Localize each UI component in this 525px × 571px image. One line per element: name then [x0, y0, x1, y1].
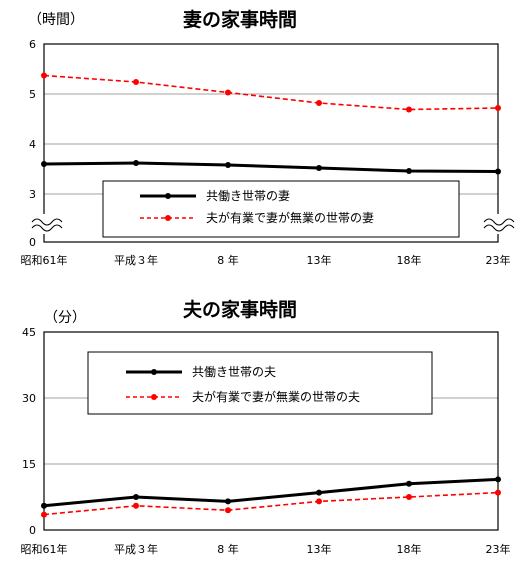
chart1-plot-area [43, 43, 499, 243]
axis-break-mark [30, 214, 63, 234]
chart1-point [316, 100, 322, 106]
chart1-title: 妻の家事時間 [183, 8, 297, 31]
chart1-x-ticks: 昭和61年 平成３年 8 年 13年 18年 23年 [21, 253, 511, 267]
chart1-axis-breaks [30, 214, 515, 234]
chart1-point [133, 160, 139, 166]
chart2-series [41, 476, 501, 518]
chart2-legend-marker-2 [151, 394, 157, 400]
chart1-series [41, 72, 501, 175]
chart1-point [225, 162, 231, 168]
chart1-legend-label-2: 夫が有業で妻が無業の世帯の妻 [206, 210, 374, 225]
chart1-unit-label: （時間） [28, 12, 84, 28]
chart2-point [406, 494, 412, 500]
chart2-x-tick-label: 13年 [307, 542, 332, 556]
chart2-y-tick-label: 0 [29, 524, 36, 537]
chart2-legend: 共働き世帯の夫 夫が有業で妻が無業の世帯の夫 [87, 351, 433, 415]
chart2-y-tick-label: 15 [22, 458, 36, 471]
chart1-x-tick-label: 23年 [486, 253, 511, 267]
chart1-y-tick-label: 4 [29, 138, 36, 151]
chart1-point [225, 89, 231, 96]
axis-break-mark [482, 214, 515, 234]
chart2-y-tick-label: 45 [22, 326, 36, 339]
chart2-x-tick-label: 昭和61年 [21, 542, 68, 556]
chart2-point [133, 494, 139, 500]
chart1-point [316, 165, 322, 171]
chart2-point [406, 480, 412, 487]
chart1-legend-marker-1 [165, 193, 171, 199]
chart1-x-tick-label: 18年 [397, 253, 422, 267]
chart2-x-tick-label: 23年 [486, 542, 511, 556]
chart1-point [41, 72, 47, 79]
chart1-legend-marker-2 [165, 215, 171, 221]
chart2-point [225, 498, 231, 505]
chart1-point [133, 79, 139, 85]
chart1-x-tick-label: 平成３年 [114, 253, 158, 267]
chart2-point [316, 498, 322, 505]
chart2-point [41, 502, 47, 509]
chart1-point [41, 161, 47, 167]
chart1-legend-label-1: 共働き世帯の妻 [206, 189, 290, 203]
chart1-point [406, 106, 412, 113]
chart2-legend-box [87, 351, 433, 415]
chart2-x-tick-label: 平成３年 [114, 542, 158, 556]
chart2-point [316, 489, 322, 496]
chart1-legend: 共働き世帯の妻 夫が有業で妻が無業の世帯の妻 [102, 180, 460, 238]
chart1-y-tick-label: 5 [29, 88, 36, 101]
chart2-legend-label-2: 夫が有業で妻が無業の世帯の夫 [192, 389, 360, 404]
chart2-x-ticks: 昭和61年 平成３年 8 年 13年 18年 23年 [21, 542, 511, 556]
chart1-y-tick-label: 0 [29, 236, 36, 249]
chart2-legend-marker-1 [151, 369, 157, 375]
chart2-x-tick-label: 8 年 [217, 542, 239, 556]
chart1-x-tick-label: 13年 [307, 253, 332, 267]
chart2-x-tick-label: 18年 [397, 542, 422, 556]
chart-husband: （分） 夫の家事時間 0 15 30 45 昭和61年 平成３年 8 年 13年 18年 23年… [21, 298, 511, 556]
chart1-y-ticks: 0 3 4 5 6 [29, 38, 36, 249]
chart1-point [495, 168, 501, 175]
chart2-series-line-2 [43, 491, 499, 516]
chart1-x-tick-label: 8 年 [217, 253, 239, 267]
chart1-series-line-1 [43, 161, 499, 173]
chart2-unit-label: （分） [44, 310, 86, 326]
chart1-x-tick-label: 昭和61年 [21, 253, 68, 267]
chart2-legend-label-1: 共働き世帯の夫 [192, 365, 276, 379]
chart1-y-tick-label: 3 [29, 188, 36, 201]
chart1-point [495, 105, 501, 111]
chart2-series-line-1 [43, 477, 499, 508]
chart2-point [225, 507, 231, 514]
chart1-legend-box [102, 180, 460, 238]
chart2-plot-area [43, 331, 499, 531]
chart2-y-ticks: 0 15 30 45 [22, 326, 36, 537]
chart2-point [495, 489, 501, 496]
chart2-point [133, 502, 139, 509]
chart1-point [406, 168, 412, 174]
chart1-y-tick-label: 6 [29, 38, 36, 51]
chart2-point [495, 476, 501, 483]
chart1-series-line-2 [43, 74, 499, 111]
chart2-point [41, 511, 47, 518]
chart2-y-tick-label: 30 [22, 392, 36, 405]
chart2-title: 夫の家事時間 [183, 298, 297, 321]
